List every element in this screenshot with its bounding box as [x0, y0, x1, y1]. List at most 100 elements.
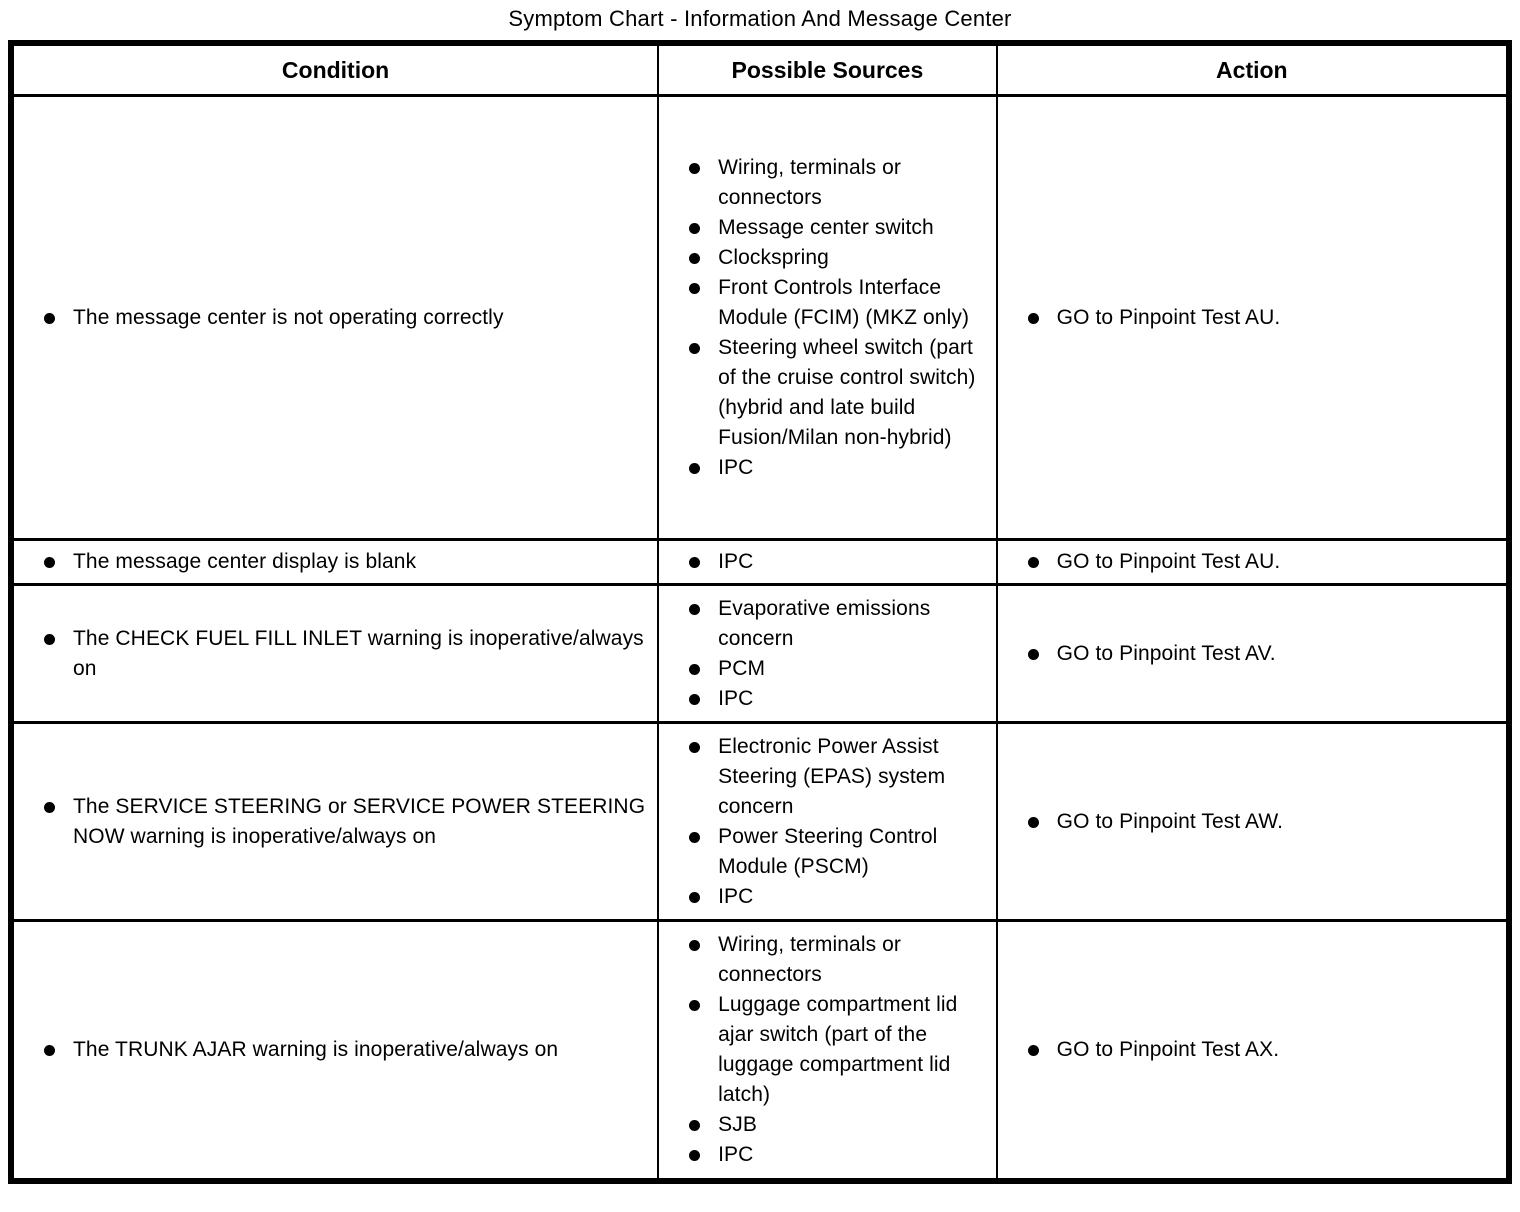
action-list: GO to Pinpoint Test AX. — [1006, 1035, 1498, 1065]
list-item-text: Message center switch — [718, 215, 934, 239]
bullet-icon — [689, 557, 701, 568]
list-item: Wiring, terminals or connectors — [689, 930, 986, 990]
bullet-icon — [1027, 1044, 1039, 1056]
list-item: IPC — [689, 453, 986, 483]
list-item: The CHECK FUEL FILL INLET warning is ino… — [44, 624, 647, 684]
list-item-text: The TRUNK AJAR warning is inoperative/al… — [73, 1037, 559, 1061]
list-item-text: The SERVICE STEERING or SERVICE POWER ST… — [73, 794, 646, 848]
list-item-text: The CHECK FUEL FILL INLET warning is ino… — [73, 626, 644, 680]
bullet-icon — [689, 939, 701, 951]
list-item: IPC — [689, 1140, 986, 1170]
action-cell: GO to Pinpoint Test AW. — [995, 721, 1511, 922]
bullet-icon — [1027, 816, 1039, 828]
sources-cell: Wiring, terminals or connectors Luggage c… — [657, 919, 998, 1182]
condition-cell: The message center display is blank — [9, 538, 660, 586]
table-row: The message center display is blank IPC … — [9, 538, 1511, 586]
list-item-text: Power Steering Control Module (PSCM) — [718, 824, 938, 878]
condition-list: The message center display is blank — [22, 547, 649, 577]
header-cell-possible-sources: Possible Sources — [657, 41, 998, 97]
list-item: GO to Pinpoint Test AU. — [1027, 547, 1496, 577]
table-row: The message center is not operating corr… — [9, 94, 1511, 541]
list-item-text: Wiring, terminals or connectors — [718, 932, 901, 986]
list-item-text: IPC — [718, 550, 754, 573]
list-item-text: The message center display is blank — [73, 550, 417, 573]
list-item: The SERVICE STEERING or SERVICE POWER ST… — [44, 792, 647, 852]
list-item: Evaporative emissions concern — [689, 594, 986, 654]
list-item-text: GO to Pinpoint Test AV. — [1056, 641, 1276, 665]
condition-list: The message center is not operating corr… — [22, 303, 649, 333]
sources-list: Electronic Power Assist Steering (EPAS) … — [667, 732, 988, 912]
list-item: Front Controls Interface Module (FCIM) (… — [689, 273, 986, 333]
list-item: SJB — [689, 1110, 986, 1140]
list-item-text: Evaporative emissions concern — [718, 596, 931, 650]
list-item: GO to Pinpoint Test AX. — [1027, 1035, 1496, 1065]
action-cell: GO to Pinpoint Test AX. — [995, 919, 1511, 1182]
list-item: Power Steering Control Module (PSCM) — [689, 822, 986, 882]
condition-list: The TRUNK AJAR warning is inoperative/al… — [22, 1035, 649, 1065]
list-item: The message center display is blank — [44, 547, 647, 577]
bullet-icon — [689, 891, 701, 903]
bullet-icon — [689, 282, 701, 294]
bullet-icon — [689, 693, 701, 705]
bullet-icon — [44, 1044, 55, 1056]
sources-list: Evaporative emissions concern PCM IPC — [667, 594, 988, 714]
list-item-text: Electronic Power Assist Steering (EPAS) … — [718, 734, 946, 818]
bullet-icon — [689, 342, 701, 354]
list-item: GO to Pinpoint Test AU. — [1027, 303, 1496, 333]
sources-cell: Electronic Power Assist Steering (EPAS) … — [657, 721, 998, 922]
list-item-text: Steering wheel switch (part of the cruis… — [718, 335, 976, 449]
sources-cell: Wiring, terminals or connectors Message c… — [657, 94, 998, 541]
table-row: The CHECK FUEL FILL INLET warning is ino… — [9, 583, 1511, 724]
bullet-icon — [1027, 557, 1039, 568]
table-row: The SERVICE STEERING or SERVICE POWER ST… — [9, 721, 1511, 922]
list-item-text: Clockspring — [718, 245, 829, 269]
condition-list: The SERVICE STEERING or SERVICE POWER ST… — [22, 792, 649, 852]
action-cell: GO to Pinpoint Test AU. — [995, 94, 1511, 541]
action-cell: GO to Pinpoint Test AV. — [995, 583, 1511, 724]
list-item-text: IPC — [718, 455, 754, 479]
action-list: GO to Pinpoint Test AW. — [1006, 807, 1498, 837]
list-item-text: IPC — [718, 884, 754, 908]
bullet-icon — [44, 633, 55, 645]
list-item-text: The message center is not operating corr… — [73, 305, 504, 329]
sources-cell: Evaporative emissions concern PCM IPC — [657, 583, 998, 724]
bullet-icon — [1027, 312, 1039, 324]
sources-list: Wiring, terminals or connectors Message c… — [667, 153, 988, 483]
list-item-text: IPC — [718, 686, 754, 710]
list-item: Electronic Power Assist Steering (EPAS) … — [689, 732, 986, 822]
sources-cell: IPC — [657, 538, 998, 586]
bullet-icon — [689, 222, 701, 234]
list-item-text: GO to Pinpoint Test AW. — [1056, 809, 1284, 833]
list-item-text: Wiring, terminals or connectors — [718, 155, 901, 209]
bullet-icon — [1027, 648, 1039, 660]
bullet-icon — [689, 1119, 701, 1131]
action-cell: GO to Pinpoint Test AU. — [995, 538, 1511, 586]
list-item-text: GO to Pinpoint Test AU. — [1056, 550, 1281, 573]
bullet-icon — [689, 462, 701, 474]
condition-cell: The message center is not operating corr… — [9, 94, 660, 541]
action-list: GO to Pinpoint Test AU. — [1006, 303, 1498, 333]
sources-list: IPC — [667, 547, 988, 577]
list-item-text: Front Controls Interface Module (FCIM) (… — [718, 275, 970, 329]
list-item: Clockspring — [689, 243, 986, 273]
header-row: Condition Possible Sources Action — [9, 41, 1511, 97]
bullet-icon — [689, 999, 701, 1011]
bullet-icon — [689, 252, 701, 264]
bullet-icon — [689, 741, 701, 753]
list-item: IPC — [689, 882, 986, 912]
condition-cell: The CHECK FUEL FILL INLET warning is ino… — [9, 583, 660, 724]
table-header: Condition Possible Sources Action — [9, 41, 1511, 97]
page-title: Symptom Chart - Information And Message … — [508, 6, 1012, 31]
list-item-text: SJB — [718, 1112, 757, 1136]
header-cell-action: Action — [995, 41, 1511, 97]
list-item: Message center switch — [689, 213, 986, 243]
symptom-chart-table: Condition Possible Sources Action The me… — [8, 40, 1512, 1184]
bullet-icon — [689, 603, 701, 615]
list-item: IPC — [689, 684, 986, 714]
action-list: GO to Pinpoint Test AU. — [1006, 547, 1498, 577]
list-item: The TRUNK AJAR warning is inoperative/al… — [44, 1035, 647, 1065]
list-item: Wiring, terminals or connectors — [689, 153, 986, 213]
list-item: GO to Pinpoint Test AV. — [1027, 639, 1496, 669]
bullet-icon — [44, 557, 55, 568]
